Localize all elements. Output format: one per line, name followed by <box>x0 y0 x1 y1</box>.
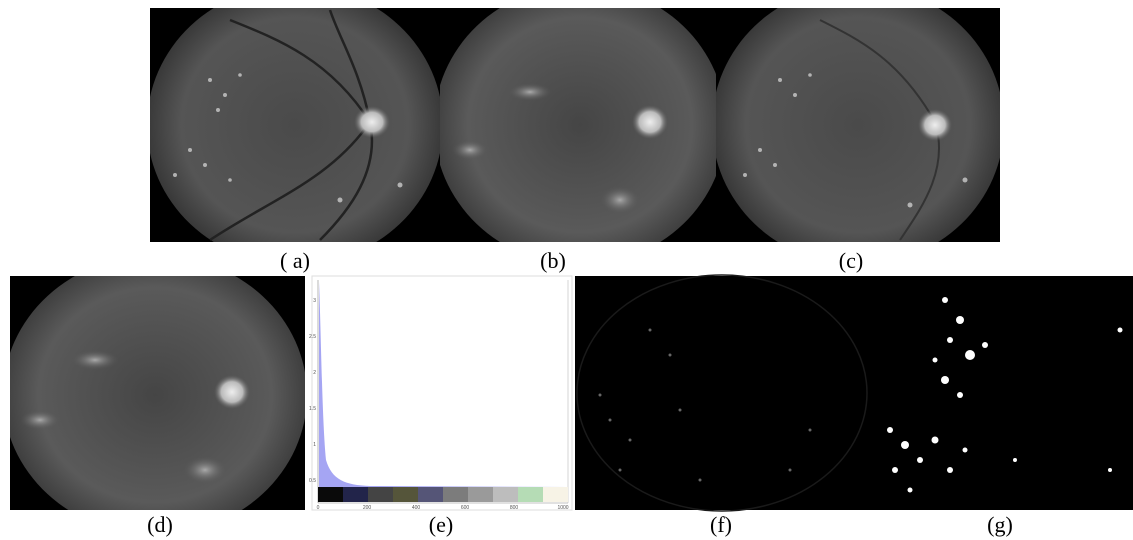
caption: (b) <box>540 248 566 273</box>
x-tick-label: 600 <box>461 505 470 511</box>
fundus-image-b <box>434 0 726 265</box>
binary-image-g <box>870 276 1133 510</box>
colorbar-segment <box>418 487 443 502</box>
fundus-image-a <box>147 0 443 265</box>
caption: (f) <box>710 512 732 537</box>
caption: (d) <box>147 512 173 537</box>
caption: (c) <box>839 248 863 273</box>
fundus-image-d <box>3 255 307 535</box>
figure: 3 2.5 2 1.5 1 0.5 0 200 400 600 800 1000 ( a) (b) (… <box>0 0 1133 540</box>
colorbar-segment <box>443 487 468 502</box>
x-tick-label: 400 <box>412 505 421 511</box>
y-tick-label: 1.5 <box>309 406 316 412</box>
x-tick-label: 0 <box>317 505 320 511</box>
fundus-image-c <box>712 0 1004 265</box>
colorbar-segment <box>493 487 518 502</box>
colorbar <box>318 487 568 502</box>
colorbar-segment <box>318 487 343 502</box>
x-tick-label: 200 <box>363 505 372 511</box>
colorbar-segment <box>343 487 368 502</box>
y-tick-label: 2 <box>313 370 316 376</box>
y-tick-label: 2.5 <box>309 334 316 340</box>
caption: (e) <box>429 512 453 537</box>
colorbar-segment <box>543 487 568 502</box>
y-tick-label: 0.5 <box>309 478 316 484</box>
colorbar-segment <box>393 487 418 502</box>
colorbar-segment <box>468 487 493 502</box>
colorbar-segment <box>518 487 543 502</box>
binary-image-f <box>575 275 870 511</box>
y-tick-label: 1 <box>313 442 316 448</box>
caption: ( a) <box>280 248 310 273</box>
colorbar-segment <box>368 487 393 502</box>
x-tick-label: 1000 <box>557 505 568 511</box>
caption: (g) <box>987 512 1013 537</box>
y-tick-label: 3 <box>313 298 316 304</box>
histogram: 3 2.5 2 1.5 1 0.5 0 200 400 600 800 1000 <box>309 276 572 511</box>
x-tick-label: 800 <box>510 505 519 511</box>
